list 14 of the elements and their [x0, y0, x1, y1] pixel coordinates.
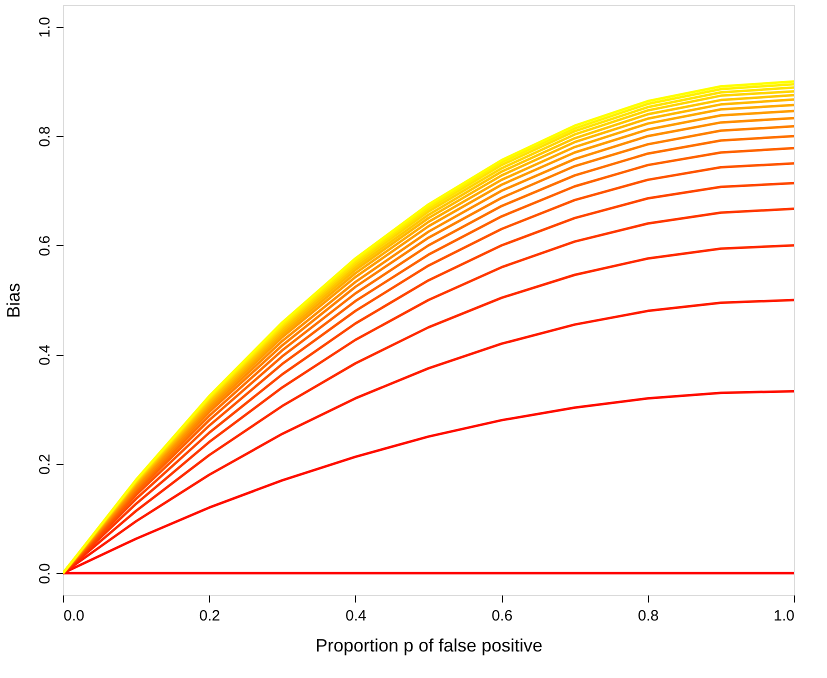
- y-tick-label: 0.2: [36, 454, 54, 475]
- x-tick-label: 0.4: [345, 608, 366, 624]
- y-tick-label: 0.0: [36, 563, 54, 584]
- y-tick-label: 0.6: [36, 235, 54, 256]
- y-tick-label: 0.4: [36, 344, 54, 366]
- x-tick-label: 0.8: [638, 608, 659, 624]
- x-tick-label: 0.2: [199, 608, 220, 624]
- x-tick-label: 0.0: [64, 608, 84, 624]
- x-tick-label: 0.6: [492, 608, 513, 624]
- x-axis-title: Proportion p of false positive: [315, 636, 543, 656]
- y-tick-label: 0.8: [36, 126, 54, 148]
- x-tick-label: 1.0: [774, 608, 794, 624]
- y-axis-title: Bias: [4, 282, 24, 318]
- y-tick-label: 1.0: [36, 16, 54, 38]
